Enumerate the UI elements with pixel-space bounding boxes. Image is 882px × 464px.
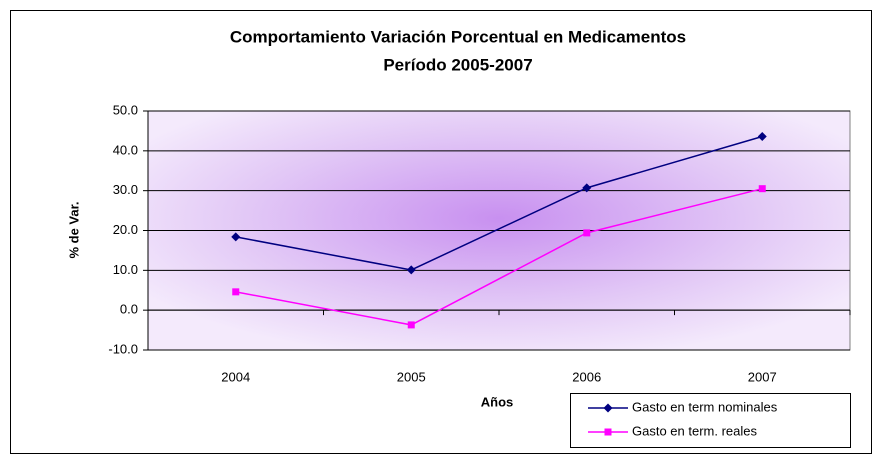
y-tick-label: 40.0 [113, 142, 138, 157]
y-tick-label: 20.0 [113, 222, 138, 237]
chart-subtitle: Período 2005-2007 [383, 55, 532, 74]
y-tick-label: 30.0 [113, 182, 138, 197]
point [758, 185, 766, 193]
legend-marker [604, 428, 612, 436]
chart-title: Comportamiento Variación Porcentual en M… [230, 27, 686, 46]
point [231, 232, 241, 242]
y-tick-label: 50.0 [113, 102, 138, 117]
point [757, 131, 767, 141]
series-line [235, 187, 763, 326]
point [582, 183, 592, 193]
x-axis-title: Años [481, 394, 514, 409]
legend-label: Gasto en term nominales [632, 399, 778, 414]
point [583, 229, 591, 237]
x-tick-label: 2005 [397, 369, 426, 384]
x-tick-label: 2004 [221, 369, 250, 384]
series-line [235, 135, 763, 271]
x-tick-label: 2007 [748, 369, 777, 384]
y-axis-title: % de Var. [66, 201, 81, 258]
legend [570, 393, 851, 448]
point [232, 288, 240, 296]
y-tick-label: 10.0 [113, 262, 138, 277]
y-tick-label: -10.0 [108, 341, 138, 356]
point [406, 265, 416, 275]
y-tick-label: 0.0 [120, 302, 138, 317]
x-tick-label: 2006 [572, 369, 601, 384]
legend-label: Gasto en term. reales [632, 423, 757, 438]
point [407, 321, 415, 329]
legend-marker [603, 403, 613, 413]
